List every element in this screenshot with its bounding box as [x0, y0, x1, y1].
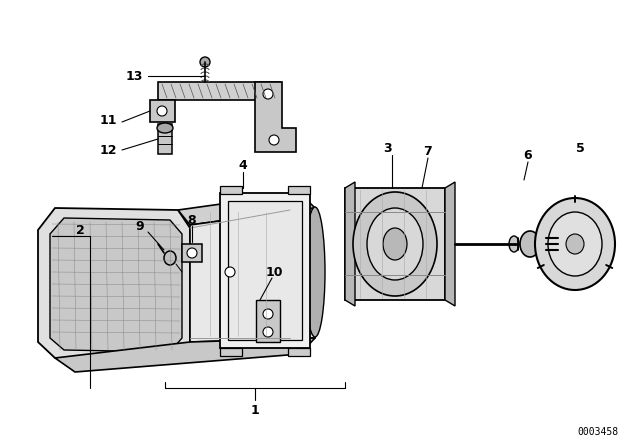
Polygon shape — [445, 182, 455, 306]
Polygon shape — [228, 201, 302, 340]
Ellipse shape — [269, 135, 279, 145]
Polygon shape — [220, 193, 310, 348]
Ellipse shape — [535, 198, 615, 290]
Text: 2: 2 — [76, 224, 84, 237]
Text: 7: 7 — [424, 145, 433, 158]
Bar — [220, 186, 242, 194]
Bar — [220, 348, 242, 356]
Ellipse shape — [305, 207, 325, 337]
Polygon shape — [150, 100, 175, 122]
Ellipse shape — [520, 231, 540, 257]
Polygon shape — [38, 208, 190, 360]
Ellipse shape — [566, 234, 584, 254]
Text: 12: 12 — [99, 143, 116, 156]
Ellipse shape — [157, 106, 167, 116]
Bar — [288, 348, 310, 356]
Text: 3: 3 — [384, 142, 392, 155]
Ellipse shape — [383, 228, 407, 260]
Ellipse shape — [509, 236, 519, 252]
Bar — [158, 124, 172, 154]
Ellipse shape — [263, 327, 273, 337]
Text: 11: 11 — [99, 113, 116, 126]
Text: 4: 4 — [239, 159, 248, 172]
Bar — [256, 300, 280, 342]
Ellipse shape — [187, 248, 197, 258]
Polygon shape — [255, 82, 296, 152]
Ellipse shape — [353, 192, 437, 296]
Bar — [538, 237, 546, 251]
Polygon shape — [178, 193, 315, 225]
Text: 1: 1 — [251, 404, 259, 417]
Polygon shape — [55, 338, 315, 372]
Polygon shape — [345, 182, 355, 306]
Ellipse shape — [263, 89, 273, 99]
Ellipse shape — [157, 123, 173, 133]
Polygon shape — [190, 208, 315, 342]
Polygon shape — [158, 82, 280, 100]
Text: 8: 8 — [188, 214, 196, 227]
Text: 9: 9 — [136, 220, 144, 233]
Polygon shape — [345, 188, 445, 300]
Ellipse shape — [263, 309, 273, 319]
Bar — [288, 186, 310, 194]
Polygon shape — [50, 218, 182, 352]
Ellipse shape — [164, 251, 176, 265]
Ellipse shape — [548, 212, 602, 276]
Polygon shape — [182, 244, 202, 262]
Ellipse shape — [225, 267, 235, 277]
Ellipse shape — [367, 208, 423, 280]
Ellipse shape — [200, 57, 210, 67]
Text: 10: 10 — [265, 266, 283, 279]
Text: 13: 13 — [125, 69, 143, 82]
Text: 6: 6 — [524, 148, 532, 161]
Text: 0003458: 0003458 — [577, 427, 618, 437]
Text: 5: 5 — [575, 142, 584, 155]
